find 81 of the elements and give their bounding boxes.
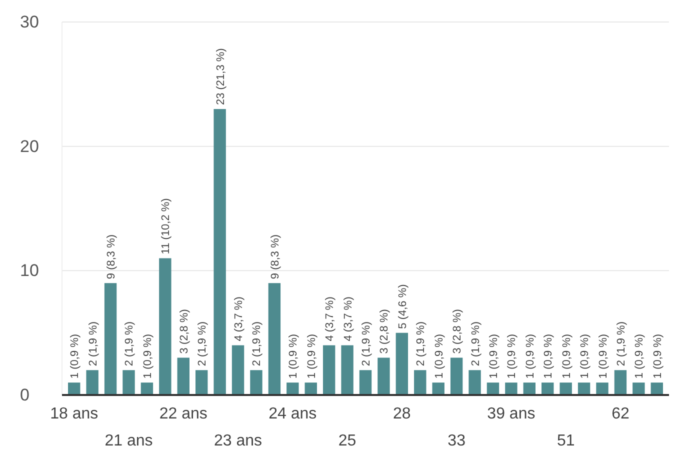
data-label: 11 (10,2 %) xyxy=(160,198,172,254)
x-tick-label: 62 xyxy=(612,405,630,422)
bar xyxy=(396,332,408,395)
bar xyxy=(632,382,645,395)
bar xyxy=(195,370,208,395)
bar xyxy=(578,382,590,395)
data-label: 1 (0,9 %) xyxy=(652,334,664,379)
data-label: 1 (0,9 %) xyxy=(597,334,610,379)
x-tick-label: 23 ans xyxy=(214,432,262,450)
data-label: 1 (0,9 %) xyxy=(433,334,446,379)
data-label: 4 (3,7 %) xyxy=(233,296,246,342)
data-label: 4 (3,7 %) xyxy=(342,296,354,342)
bar xyxy=(450,358,463,395)
data-label: 5 (4,6 %) xyxy=(396,284,409,329)
bar xyxy=(68,382,80,395)
bar xyxy=(268,283,281,395)
bar xyxy=(232,345,244,395)
bar xyxy=(177,358,190,395)
bar xyxy=(560,382,572,395)
data-label: 23 (21,3 %) xyxy=(214,48,227,106)
bar xyxy=(523,382,536,395)
x-tick-label: 28 xyxy=(393,405,411,422)
bar xyxy=(486,382,500,395)
bar xyxy=(378,358,390,395)
x-tick-label: 39 ans xyxy=(487,405,536,422)
data-label: 2 (1,9 %) xyxy=(360,321,372,366)
bar xyxy=(359,370,372,395)
bar xyxy=(214,109,226,395)
data-label: 2 (1,9 %) xyxy=(196,321,209,366)
bar xyxy=(286,382,299,395)
x-tick-label: 51 xyxy=(556,432,575,450)
data-label: 2 (1,9 %) xyxy=(124,321,136,366)
data-label: 1 (0,9 %) xyxy=(634,334,646,379)
y-tick-label: 10 xyxy=(20,261,39,280)
x-tick-label: 24 ans xyxy=(268,405,317,422)
data-label: 3 (2,8 %) xyxy=(178,309,190,354)
bar xyxy=(250,370,262,395)
bar xyxy=(322,345,336,395)
bar xyxy=(505,382,518,395)
bar xyxy=(542,382,554,395)
bar xyxy=(432,382,444,395)
data-label: 1 (0,9 %) xyxy=(69,334,82,379)
bar xyxy=(414,370,426,395)
data-label: 2 (1,9 %) xyxy=(415,321,428,366)
data-label: 3 (2,8 %) xyxy=(378,309,391,354)
bar xyxy=(122,370,135,395)
data-label: 4 (3,7 %) xyxy=(324,296,336,342)
data-label: 1 (0,9 %) xyxy=(579,334,592,379)
data-label: 2 (1,9 %) xyxy=(87,321,100,366)
data-label: 1 (0,9 %) xyxy=(306,334,318,379)
bar xyxy=(140,382,154,395)
data-label: 2 (1,9 %) xyxy=(251,321,264,366)
x-tick-label: 33 xyxy=(448,432,466,450)
x-tick-label: 22 ans xyxy=(159,405,208,422)
data-label: 1 (0,9 %) xyxy=(288,334,300,379)
bar xyxy=(596,382,608,395)
data-label: 1 (0,9 %) xyxy=(488,334,500,379)
y-tick-label: 20 xyxy=(20,136,39,156)
data-label: 1 (0,9 %) xyxy=(560,334,573,379)
bar xyxy=(650,382,663,395)
data-label: 1 (0,9 %) xyxy=(142,334,154,379)
x-tick-label: 25 xyxy=(338,432,356,450)
x-tick-label: 18 ans xyxy=(50,405,98,422)
bar xyxy=(341,345,354,395)
x-tick-label: 21 ans xyxy=(104,432,153,450)
data-label: 2 (1,9 %) xyxy=(615,321,628,366)
data-label: 9 (8,3 %) xyxy=(269,234,282,280)
data-label: 1 (0,9 %) xyxy=(506,334,518,379)
data-label: 9 (8,3 %) xyxy=(106,234,118,280)
bar xyxy=(104,283,117,395)
bar xyxy=(86,370,98,395)
bar xyxy=(468,370,481,395)
y-tick-label: 30 xyxy=(20,12,39,32)
y-tick-label: 0 xyxy=(20,385,30,404)
data-label: 1 (0,9 %) xyxy=(524,334,536,379)
data-label: 3 (2,8 %) xyxy=(452,309,464,354)
bar xyxy=(304,382,317,395)
data-label: 2 (1,9 %) xyxy=(470,321,482,366)
bar xyxy=(614,370,627,395)
bar xyxy=(159,258,172,395)
data-label: 1 (0,9 %) xyxy=(542,334,555,379)
